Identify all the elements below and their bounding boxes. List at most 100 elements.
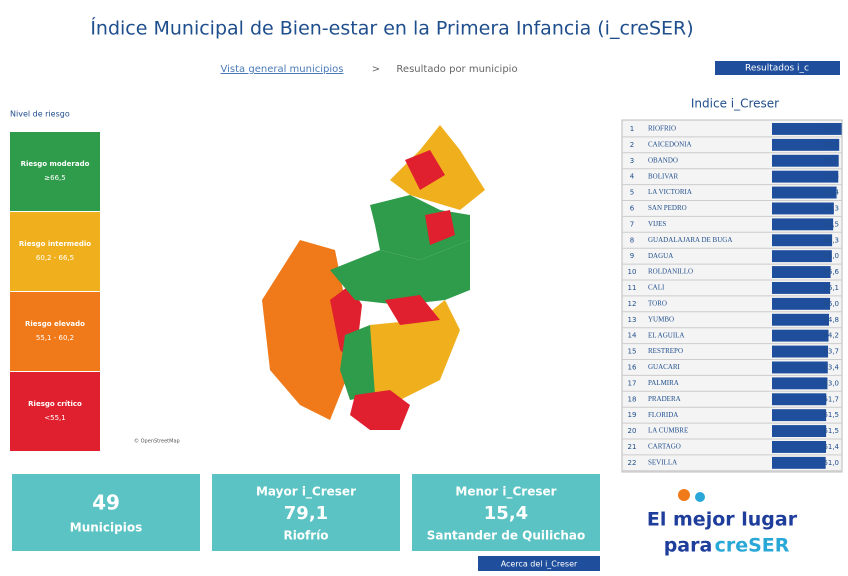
municipality: VIJES bbox=[648, 220, 666, 228]
municipality: DAGUA bbox=[648, 252, 673, 260]
legend-label: Riesgo intermedio bbox=[19, 240, 91, 248]
value-bar bbox=[772, 409, 827, 422]
legend-range: <55,1 bbox=[44, 414, 65, 422]
value-bar bbox=[772, 297, 831, 310]
map-region bbox=[385, 295, 440, 325]
results-button-label: Resultados i_c bbox=[745, 64, 809, 74]
about-button-label: Acerca del i_Creser bbox=[501, 560, 578, 569]
map-region bbox=[425, 210, 455, 245]
legend-range: ≥66,5 bbox=[44, 174, 65, 182]
legend-label: Riesgo moderado bbox=[21, 160, 90, 168]
value-bar bbox=[772, 345, 829, 358]
map-region bbox=[350, 390, 410, 430]
rank: 15 bbox=[628, 348, 637, 356]
rank: 22 bbox=[628, 459, 637, 467]
logo-text: El mejor lugar bbox=[647, 509, 798, 531]
map-credit: © OpenStreetMap bbox=[134, 438, 180, 445]
value-label: 73,4 bbox=[823, 189, 839, 197]
value-label: 66,0 bbox=[823, 300, 839, 308]
value-bar bbox=[772, 425, 827, 437]
rank: 8 bbox=[630, 236, 634, 244]
kpi-text: Santander de Quilichao bbox=[427, 529, 585, 543]
legend-box bbox=[10, 132, 100, 211]
municipality: PALMIRA bbox=[648, 379, 679, 387]
value-label: 61,4 bbox=[823, 443, 839, 451]
value-bar bbox=[772, 250, 832, 263]
logo-icon bbox=[695, 492, 705, 502]
title: Índice Municipal de Bien-estar en la Pri… bbox=[90, 17, 693, 40]
rank: 19 bbox=[628, 411, 637, 419]
value-label: 64,8 bbox=[823, 316, 839, 324]
rank: 12 bbox=[628, 300, 637, 308]
value-bar bbox=[772, 186, 837, 199]
value-bar bbox=[772, 154, 839, 167]
value-bar bbox=[772, 282, 831, 294]
value-label: 79,1 bbox=[823, 125, 839, 133]
value-bar bbox=[772, 456, 826, 469]
value-label: 61,5 bbox=[823, 411, 839, 419]
rank: 20 bbox=[628, 427, 637, 435]
rank: 16 bbox=[628, 363, 637, 371]
map bbox=[262, 125, 485, 430]
rank: 13 bbox=[628, 316, 637, 324]
municipality: CALI bbox=[648, 284, 665, 292]
municipality: SEVILLA bbox=[648, 458, 677, 466]
value-label: 63,7 bbox=[823, 348, 839, 356]
kpi-text: Mayor i_Creser bbox=[256, 485, 356, 500]
value-bar bbox=[772, 313, 830, 326]
rank: 2 bbox=[630, 141, 634, 149]
rank: 10 bbox=[628, 268, 637, 276]
value-label: 61,0 bbox=[823, 459, 839, 467]
results-button[interactable] bbox=[715, 61, 840, 75]
municipality: SAN PEDRO bbox=[648, 204, 687, 212]
kpi-text: Menor i_Creser bbox=[455, 485, 556, 500]
kpi-text: 15,4 bbox=[484, 503, 528, 524]
municipality: FLORIDA bbox=[648, 411, 678, 419]
logo-text: creSER bbox=[715, 535, 790, 557]
breadcrumb-link[interactable]: Vista general municipios bbox=[221, 64, 344, 75]
value-bar bbox=[772, 361, 828, 374]
logo-icon bbox=[678, 489, 690, 501]
value-label: 61,7 bbox=[823, 395, 839, 403]
municipality: TORO bbox=[648, 299, 667, 307]
map-region bbox=[405, 150, 445, 190]
value-bar bbox=[772, 138, 840, 151]
rank: 9 bbox=[630, 252, 634, 260]
value-bar bbox=[772, 266, 831, 278]
map-region bbox=[262, 240, 350, 420]
municipality: PRADERA bbox=[648, 395, 681, 403]
legend-box bbox=[10, 212, 100, 291]
value-bar bbox=[772, 202, 834, 215]
value-bar bbox=[772, 170, 839, 183]
value-label: 75,8 bbox=[823, 157, 839, 165]
rank: 3 bbox=[630, 157, 634, 165]
value-bar bbox=[772, 329, 829, 342]
kpi-text: 79,1 bbox=[284, 503, 328, 524]
breadcrumb-sep: > bbox=[372, 64, 380, 75]
municipality: RIOFRIO bbox=[648, 125, 676, 133]
municipality: EL AGUILA bbox=[648, 331, 684, 339]
rank: 6 bbox=[630, 204, 635, 212]
breadcrumb-current: Resultado por municipio bbox=[396, 64, 517, 75]
value-bar bbox=[772, 123, 842, 135]
rank: 11 bbox=[628, 284, 637, 292]
logo-text: para bbox=[664, 535, 713, 557]
rank: 17 bbox=[628, 379, 637, 387]
municipality: YUMBO bbox=[648, 315, 674, 323]
legend-range: 60,2 - 66,5 bbox=[36, 254, 74, 262]
value-label: 63,0 bbox=[823, 379, 839, 387]
municipality: GUACARI bbox=[648, 363, 681, 371]
value-label: 75,3 bbox=[823, 173, 839, 181]
municipality: LA VICTORIA bbox=[648, 188, 692, 196]
legend-box bbox=[10, 292, 100, 371]
legend-title: Nivel de riesgo bbox=[10, 110, 70, 119]
value-bar bbox=[772, 234, 833, 247]
map-region bbox=[330, 240, 470, 305]
legend-box bbox=[10, 372, 100, 451]
value-label: 68,0 bbox=[823, 252, 839, 260]
about-button[interactable] bbox=[478, 556, 600, 571]
municipality: RESTREPO bbox=[648, 347, 683, 355]
value-label: 63,4 bbox=[823, 363, 839, 371]
value-bar bbox=[772, 441, 827, 453]
